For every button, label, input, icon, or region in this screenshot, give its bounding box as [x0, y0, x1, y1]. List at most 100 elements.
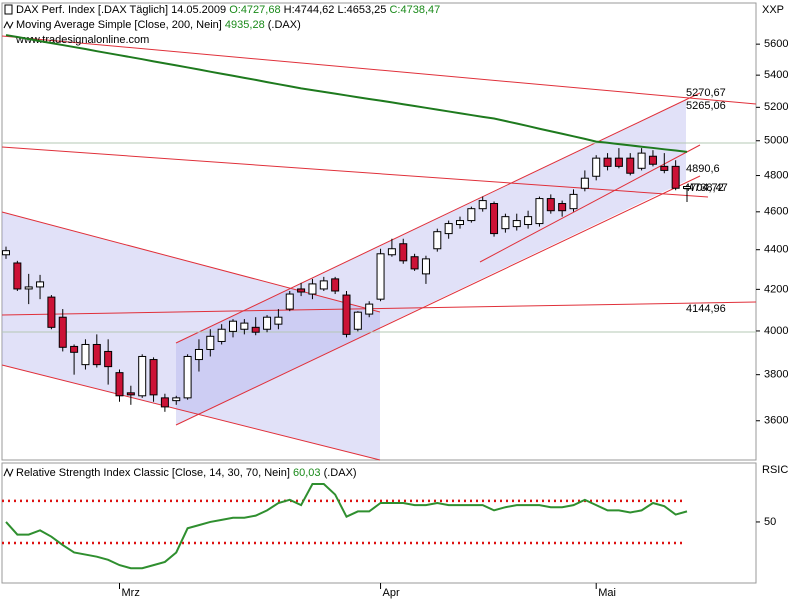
y-tick-label: 5000: [764, 135, 788, 147]
rsi-panel: [1, 462, 757, 584]
legend-icon: [3, 20, 14, 30]
candle-body: [648, 155, 657, 165]
candle-body: [104, 350, 113, 368]
legend-suffix: (.DAX): [268, 19, 301, 31]
x-tick-label: Mrz: [122, 587, 140, 599]
trend-line: [175, 175, 701, 426]
candle-body: [365, 303, 374, 315]
main-panel: [1, 2, 757, 461]
candle-body: [546, 198, 555, 212]
candle-body: [660, 165, 669, 171]
open-label: O:4727,68: [229, 4, 280, 16]
candle-body: [421, 258, 430, 275]
axis-label: XXP: [762, 4, 784, 16]
title: DAX Perf. Index [.DAX Täglich] 14.05.200…: [16, 4, 226, 16]
y-tick-label: 4600: [764, 206, 788, 218]
y-tick-label: 5600: [764, 38, 788, 50]
annotation: 4890,6: [686, 163, 720, 175]
candle-body: [115, 372, 124, 397]
candle-body: [138, 355, 147, 397]
y-tick-label: 4400: [764, 244, 788, 256]
candle-body: [263, 316, 272, 330]
x-tick-label: Mai: [598, 587, 616, 599]
high-label: H:4744,62: [284, 4, 335, 16]
candle-body: [126, 392, 135, 396]
candle-body: [92, 343, 101, 366]
candle-body: [683, 186, 691, 189]
legend-value: 4935,28: [225, 19, 265, 31]
candle-body: [603, 157, 612, 167]
candle-body: [229, 320, 237, 332]
y-tick-label: 50: [764, 516, 776, 528]
candle-body: [251, 326, 260, 333]
candle-body: [149, 359, 158, 396]
y-tick-label: 5200: [764, 101, 788, 113]
moving-average: [5, 34, 688, 153]
annotations: 5270,67 5265,06 4890,6 4738,47 4704,72 4…: [684, 87, 728, 315]
annotation: 4144,96: [686, 303, 726, 315]
candle-body: [217, 328, 226, 342]
candle-body: [353, 311, 362, 330]
axis-label: RSIC: [762, 464, 788, 476]
legend-entry: Moving Average Simple [Close, 200, Nein]…: [16, 19, 301, 31]
trend-line: [1, 364, 381, 461]
candle-body: [274, 316, 283, 325]
ascending-channel: [176, 100, 686, 425]
x-tick-label: Apr: [383, 587, 400, 599]
y-tick-label: 4200: [764, 283, 788, 295]
legend-icon: [4, 4, 13, 15]
trend-line: [175, 92, 701, 344]
candle-body: [456, 220, 464, 226]
candle-body: [558, 203, 567, 212]
y-tick-label: 4000: [764, 325, 788, 337]
rsi-title: Relative Strength Index Classic [Close, …: [16, 467, 357, 479]
candle-body: [36, 281, 45, 288]
trend-line: [1, 301, 757, 316]
candle-body: [183, 355, 192, 399]
candle-body: [376, 253, 385, 300]
candle-body: [319, 280, 328, 290]
candle-body: [240, 322, 249, 330]
trend-line: [479, 144, 701, 263]
legend-suffix: (.DAX): [324, 467, 357, 479]
rsi-line: [5, 483, 688, 570]
candle-body: [433, 231, 442, 250]
candle-body: [410, 256, 419, 270]
legend-icon: [3, 467, 14, 478]
annotation: 5265,06: [686, 100, 726, 112]
candle-body: [308, 283, 317, 295]
candle-body: [592, 157, 601, 177]
candle-body: [399, 243, 408, 262]
y-tick-label: 3600: [764, 415, 788, 427]
candle-body: [614, 157, 623, 167]
chart-title: DAX Perf. Index [.DAX Täglich] 14.05.200…: [16, 4, 440, 16]
y-tick-label: 3800: [764, 369, 788, 381]
candle-body: [58, 316, 67, 348]
trend-line: [1, 211, 381, 313]
marks: 3600 3800 4000 4200 4400 4600 4800 5000 5200 5400…: [2, 34, 788, 599]
annotation: 4738,47: [688, 182, 728, 194]
candle-body: [194, 348, 203, 361]
annotation: 4704,72: [684, 182, 724, 194]
candle-body: [331, 278, 340, 292]
candle-body: [626, 157, 635, 174]
y-tick-label: 5400: [764, 69, 788, 81]
candle-body: [524, 216, 533, 226]
candle-body: [24, 286, 33, 290]
legend-value: 60,03: [293, 467, 321, 479]
y-tick-label: 4800: [764, 169, 788, 181]
candle-body: [285, 293, 294, 310]
candle-body: [47, 296, 56, 328]
candle-body: [569, 193, 578, 210]
candle-body: [637, 152, 646, 169]
legend-name: Moving Average Simple [Close, 200, Nein]: [16, 19, 222, 31]
low-label: L:4653,25: [337, 4, 386, 16]
candle-body: [444, 223, 453, 235]
annotation: 5270,67: [686, 87, 726, 99]
candle-body: [501, 216, 510, 230]
candle-body: [172, 397, 181, 402]
trend-lines: [1, 35, 757, 461]
candle-body: [671, 165, 680, 189]
trend-line: [1, 146, 709, 198]
